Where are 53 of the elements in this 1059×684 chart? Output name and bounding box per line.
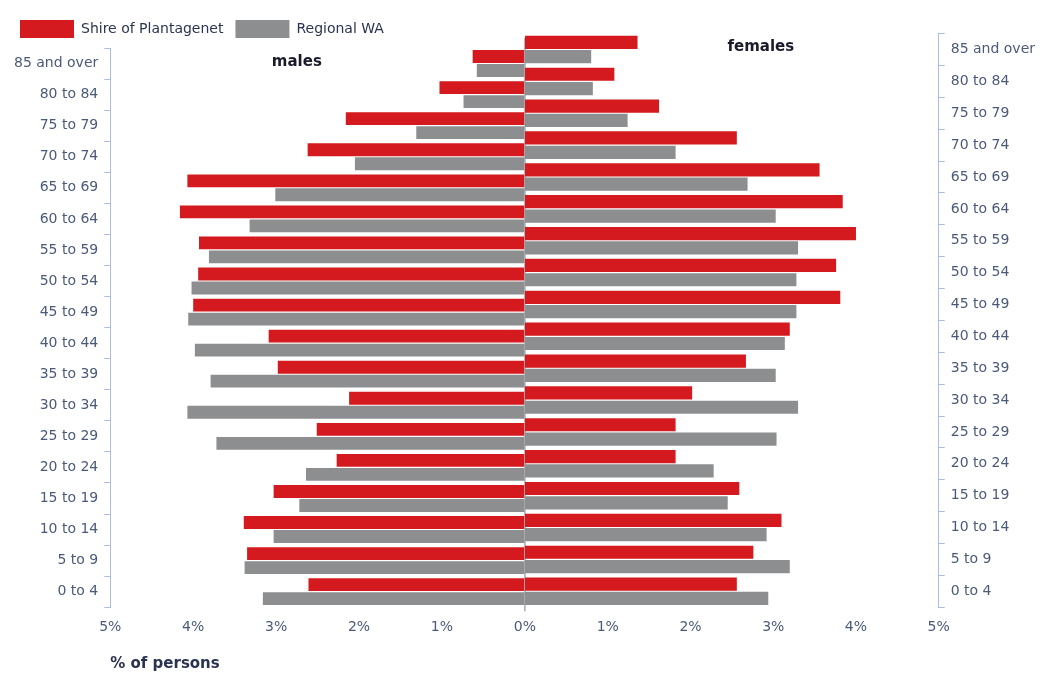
y-tick-label: 70 to 74 — [39, 147, 99, 164]
y-tick-label: 25 to 29 — [950, 422, 1010, 439]
y-tick-label: 60 to 64 — [39, 209, 99, 226]
annotation: males — [271, 51, 322, 70]
x-tick-label: 1% — [596, 618, 619, 635]
y-tick-label: 5 to 9 — [950, 550, 992, 567]
y-tick-label: 30 to 34 — [950, 390, 1010, 407]
y-tick-label: 55 to 59 — [39, 240, 99, 257]
y-tick-label: 10 to 14 — [950, 518, 1010, 535]
y-tick-label: 45 to 49 — [950, 295, 1010, 312]
x-tick-label: 4% — [844, 618, 867, 635]
y-tick-label: 25 to 29 — [39, 426, 99, 443]
y-tick-label: 40 to 44 — [950, 326, 1010, 343]
x-tick-label: 2% — [679, 618, 702, 635]
y-tick-label: 20 to 24 — [950, 454, 1010, 471]
y-tick-label: 60 to 64 — [950, 199, 1010, 216]
annotation: females — [727, 37, 795, 56]
y-tick-label: 85 and over — [13, 54, 99, 71]
y-tick-label: 15 to 19 — [39, 489, 99, 506]
y-tick-label: 35 to 39 — [39, 364, 99, 381]
y-tick-label: 30 to 34 — [39, 395, 99, 412]
x-tick-label: 2% — [347, 618, 371, 635]
y-tick-label: 0 to 4 — [57, 582, 99, 599]
x-tick-label: 1% — [430, 618, 454, 635]
y-tick-label: 10 to 14 — [39, 520, 99, 537]
y-tick-label: 75 to 79 — [950, 103, 1010, 120]
y-tick-label: 50 to 54 — [39, 271, 99, 288]
x-tick-label: 0% — [513, 618, 536, 635]
x-tick-label: 3% — [265, 618, 288, 635]
y-tick-label: 85 and over — [950, 40, 1036, 57]
x-tick-label: 3% — [762, 618, 785, 635]
x-axis-title: % of persons — [110, 654, 220, 673]
legend-label: Regional WA — [296, 19, 385, 36]
y-tick-label: 5 to 9 — [57, 551, 99, 568]
x-tick-label: 5% — [927, 618, 950, 635]
y-tick-label: 45 to 49 — [39, 302, 99, 319]
bar — [524, 35, 638, 49]
y-tick-label: 80 to 84 — [39, 85, 99, 102]
x-tick-label: 4% — [182, 618, 205, 635]
y-tick-label: 75 to 79 — [39, 116, 99, 133]
y-tick-label: 80 to 84 — [950, 72, 1010, 89]
y-tick-label: 50 to 54 — [950, 263, 1010, 280]
y-tick-label: 0 to 4 — [950, 581, 992, 598]
y-tick-label: 65 to 69 — [950, 167, 1010, 184]
x-tick-label: 5% — [99, 618, 122, 635]
y-tick-label: 65 to 69 — [39, 178, 99, 195]
legend-label: Shire of Plantagenet — [81, 19, 224, 36]
y-tick-label: 35 to 39 — [950, 358, 1010, 375]
y-tick-label: 70 to 74 — [950, 135, 1010, 152]
y-tick-label: 40 to 44 — [39, 333, 99, 350]
y-tick-label: 20 to 24 — [39, 458, 99, 475]
y-tick-label: 15 to 19 — [950, 486, 1010, 503]
y-tick-label: 55 to 59 — [950, 231, 1010, 248]
